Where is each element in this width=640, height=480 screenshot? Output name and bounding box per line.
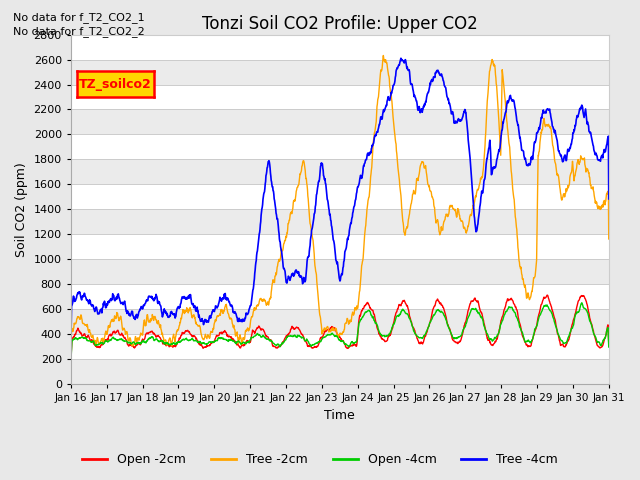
Bar (71, 359, 609, 384)
Bar (71, 60, 609, 84)
Text: No data for f_T2_CO2_1: No data for f_T2_CO2_1 (13, 12, 145, 23)
Y-axis label: Soil CO2 (ppm): Soil CO2 (ppm) (15, 162, 28, 257)
Text: No data for f_T2_CO2_2: No data for f_T2_CO2_2 (13, 26, 145, 37)
Bar (71, 109, 609, 134)
Title: Tonzi Soil CO2 Profile: Upper CO2: Tonzi Soil CO2 Profile: Upper CO2 (202, 15, 477, 33)
Bar (71, 159, 609, 184)
Bar (71, 209, 609, 234)
Text: TZ_soilco2: TZ_soilco2 (79, 78, 152, 91)
Legend: Open -2cm, Tree -2cm, Open -4cm, Tree -4cm: Open -2cm, Tree -2cm, Open -4cm, Tree -4… (77, 448, 563, 471)
Bar (71, 309, 609, 334)
X-axis label: Time: Time (324, 409, 355, 422)
Bar (71, 259, 609, 284)
